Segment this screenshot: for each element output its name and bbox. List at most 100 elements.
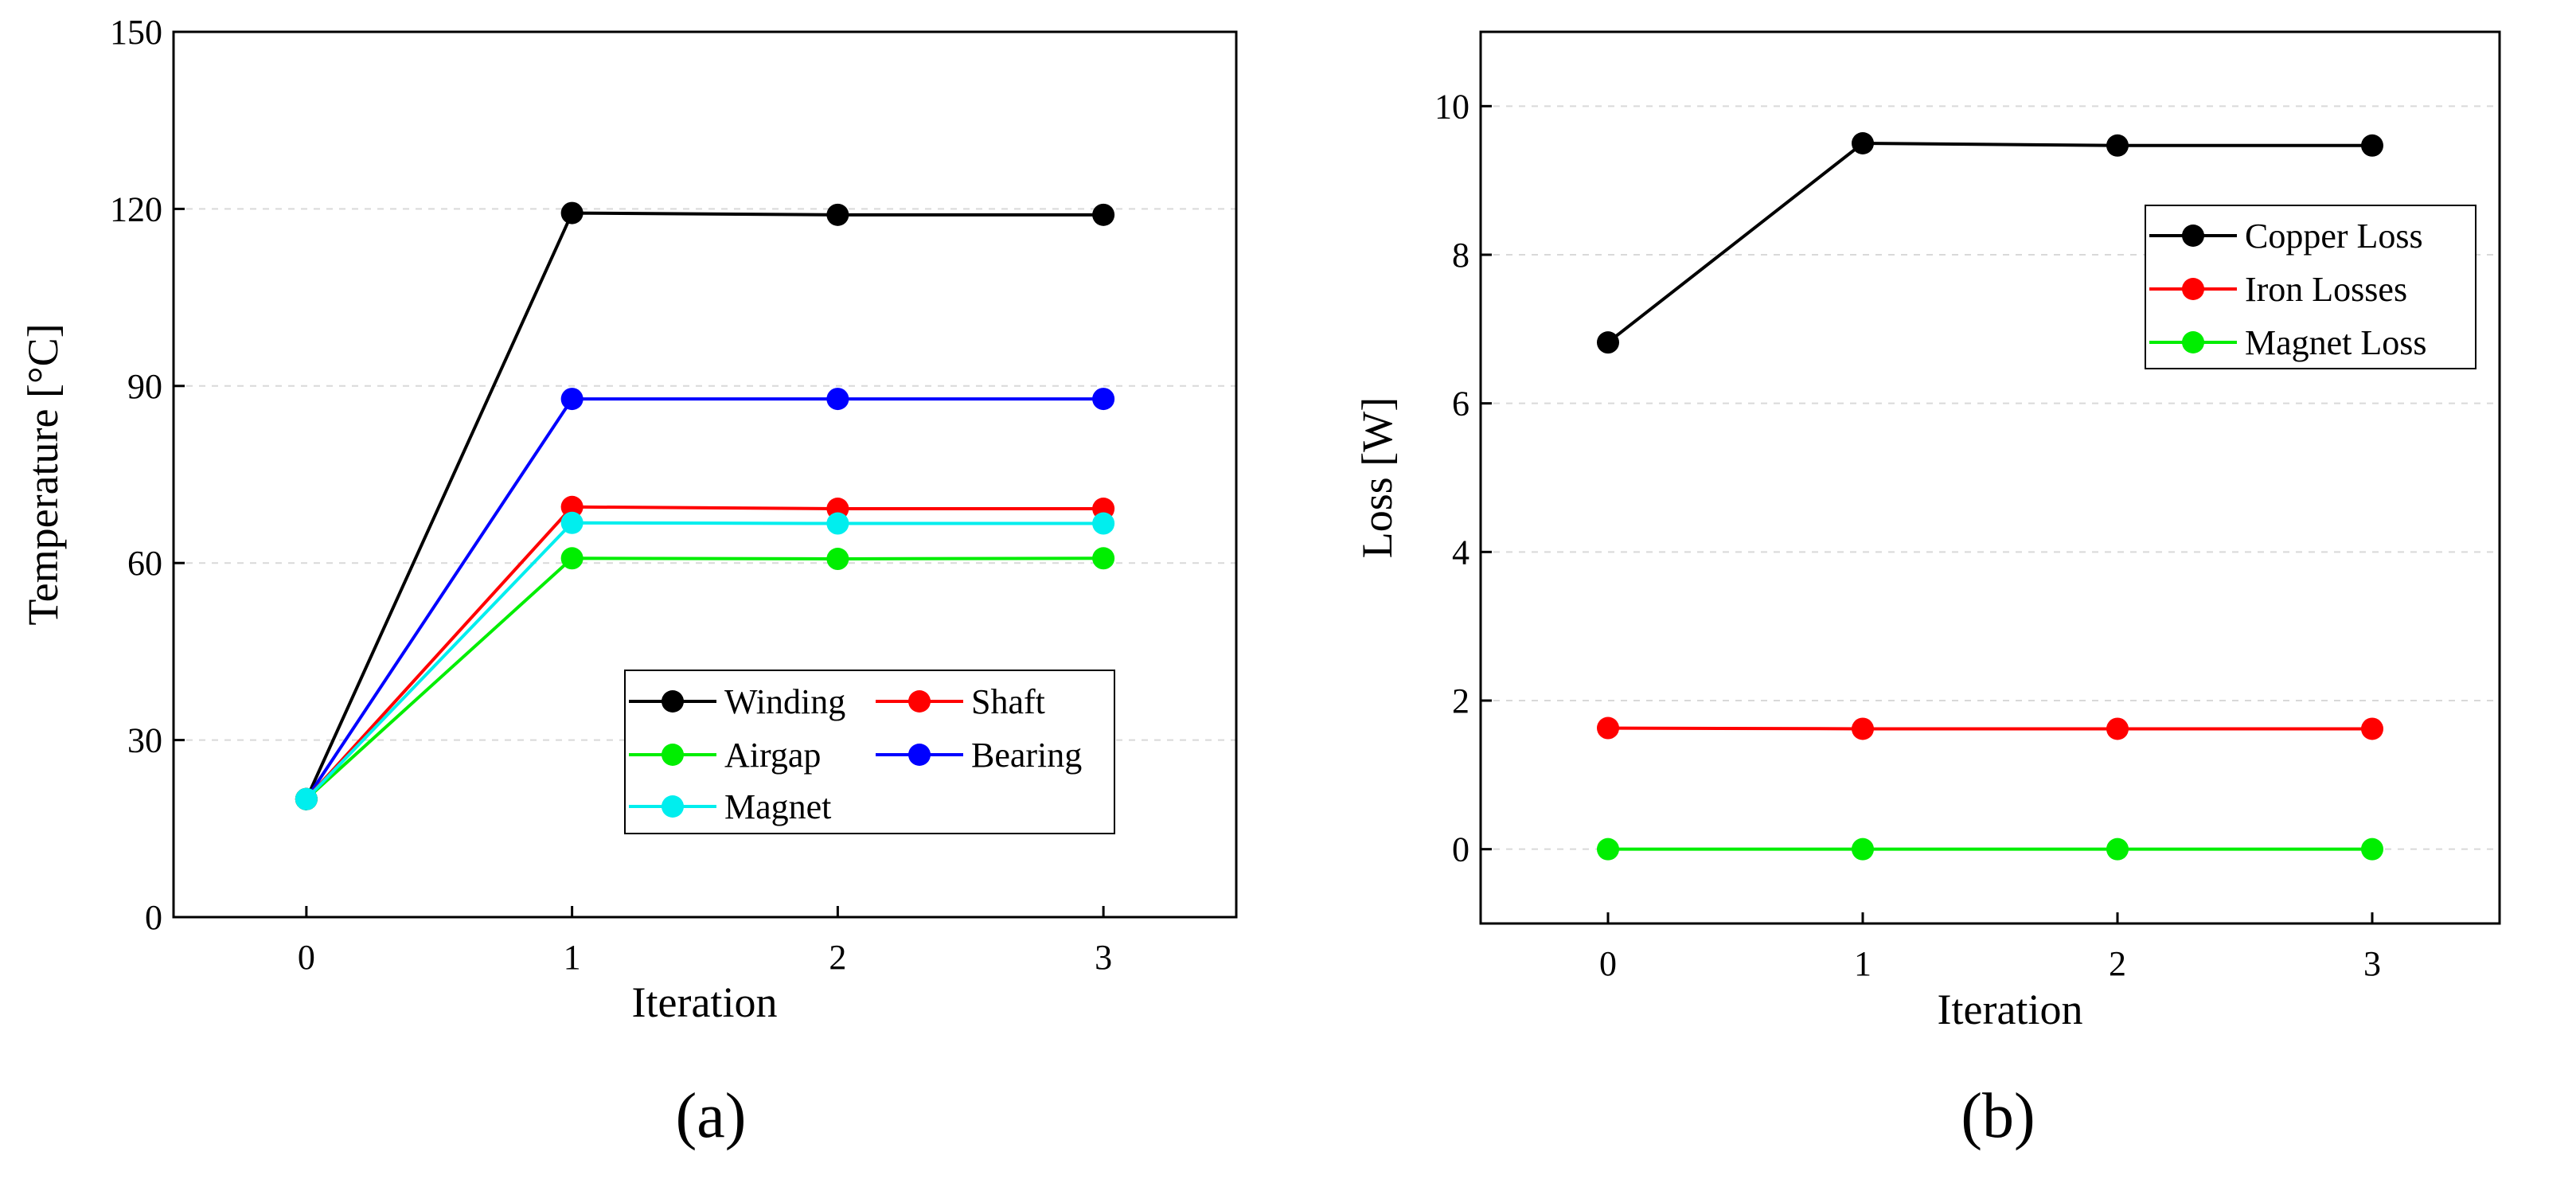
chart-b-series: [1597, 132, 2383, 861]
chart-b-y-tick-label: 8: [1452, 236, 1469, 275]
chart-a-line-airgap: [305, 556, 1104, 801]
chart-b-plot-frame: [1479, 30, 2501, 925]
chart-a-legend: Winding Shaft Airgap Bearing Magnet: [624, 670, 1115, 834]
chart-a-x-tick-label: 1: [564, 938, 581, 977]
chart-a-legend-marker: [662, 744, 684, 766]
chart-b-point-magnet-loss: [1852, 838, 1874, 861]
chart-a-y-tick-label: 0: [145, 898, 162, 937]
chart-b-legend-marker: [2182, 225, 2204, 247]
chart-b-x-tick-label: 0: [1599, 944, 1617, 983]
chart-a-panel-label: (a): [676, 1081, 747, 1151]
chart-b-point-iron-losses: [1852, 717, 1874, 740]
chart-a-legend-item-magnet: Magnet: [629, 787, 831, 826]
chart-a-point-bearing: [826, 388, 849, 411]
chart-a-y-axis: 0 30 60 90 120 150: [110, 13, 185, 937]
chart-b-point-copper-loss: [2106, 134, 2129, 157]
chart-a-point-bearing: [560, 388, 584, 411]
chart-b-x-tick-label: 1: [1854, 944, 1872, 983]
chart-a-line-shaft: [305, 505, 1104, 801]
chart-b-y-axis-title: Loss [W]: [1353, 397, 1401, 558]
chart-a-legend-marker: [908, 690, 931, 713]
chart-b-x-axis-title: Iteration: [1938, 986, 2083, 1033]
chart-a-point-airgap: [826, 548, 849, 571]
chart-a-point-winding: [560, 201, 584, 225]
chart-b-legend-label: Iron Losses: [2245, 270, 2407, 309]
chart-b-point-magnet-loss: [2106, 838, 2129, 861]
chart-b-x-axis: 0 1 2 3: [1599, 912, 2381, 983]
chart-a-line-magnet: [305, 521, 1104, 801]
chart-b-point-iron-losses: [2106, 717, 2129, 740]
chart-a-x-tick-label: 0: [298, 938, 315, 977]
chart-a-x-tick-label: 3: [1095, 938, 1112, 977]
chart-b-legend-label: Magnet Loss: [2245, 323, 2427, 362]
chart-b-legend-item-copper-loss: Copper Loss: [2149, 217, 2423, 256]
chart-b-legend: Copper Loss Iron Losses Magnet Loss: [2145, 205, 2476, 369]
chart-a-legend-marker: [908, 744, 931, 766]
chart-b-point-copper-loss: [2361, 134, 2383, 157]
chart-a-legend-label: Magnet: [724, 787, 831, 826]
chart-b-point-copper-loss: [1852, 132, 1874, 154]
chart-b-point-iron-losses: [2361, 717, 2383, 740]
chart-b-point-magnet-loss: [2361, 838, 2383, 861]
chart-a-legend-item-shaft: Shaft: [876, 682, 1045, 721]
chart-b-legend-item-magnet-loss: Magnet Loss: [2149, 323, 2427, 362]
chart-b-legend-marker: [2182, 278, 2204, 300]
chart-a-grid: [174, 208, 1236, 741]
chart-a-point-shaft: [560, 495, 584, 518]
chart-a-line-bearing: [305, 397, 1104, 800]
chart-b-point-magnet-loss: [1597, 838, 1619, 861]
chart-a-legend-item-bearing: Bearing: [876, 736, 1082, 775]
chart-b-legend-item-iron-losses: Iron Losses: [2149, 270, 2407, 309]
chart-b-legend-label: Copper Loss: [2245, 217, 2423, 256]
chart-b-x-tick-label: 3: [2363, 944, 2381, 983]
chart-a-legend-label: Airgap: [724, 736, 821, 775]
chart-a-legend-label: Bearing: [971, 736, 1082, 775]
chart-b-line-copper-loss: [1606, 141, 2372, 344]
chart-a-point-airgap: [560, 547, 584, 570]
chart-a-x-axis-title: Iteration: [632, 978, 778, 1026]
chart-a-legend-marker: [662, 795, 684, 818]
chart-b-x-tick-label: 2: [2109, 944, 2126, 983]
chart-b-y-tick-label: 10: [1434, 87, 1469, 126]
chart-a-legend-marker: [662, 690, 684, 713]
chart-a-y-tick-label: 60: [127, 544, 162, 583]
chart-a-point-winding: [1092, 203, 1115, 226]
chart-a-legend-item-airgap: Airgap: [629, 736, 821, 775]
chart-a-y-tick-label: 30: [127, 721, 162, 760]
chart-b-point-iron-losses: [1597, 716, 1619, 740]
chart-a-point-magnet: [1092, 512, 1115, 535]
chart-a-legend-item-winding: Winding: [629, 682, 845, 721]
chart-a-plot-frame: [172, 30, 1238, 919]
chart-a-y-tick-label: 150: [110, 13, 162, 52]
chart-a-point-winding: [826, 203, 849, 226]
chart-a-line-winding: [305, 211, 1104, 800]
chart-a-point-magnet: [295, 787, 318, 810]
chart-b-y-tick-label: 4: [1452, 533, 1469, 572]
chart-b-series-iron-losses: [1597, 716, 2383, 740]
chart-b-y-axis: 0 2 4 6 8 10: [1434, 87, 1492, 869]
chart-a-y-axis-title: Temperature [°C]: [19, 323, 67, 625]
chart-a-point-bearing: [1092, 388, 1115, 411]
chart-b-line-iron-losses: [1607, 726, 2372, 731]
chart-b-y-tick-label: 0: [1452, 830, 1469, 869]
chart-a-y-tick-label: 120: [110, 189, 162, 228]
chart-a-x-tick-label: 2: [829, 938, 846, 977]
chart-b-loss: 0 2 4 6 8 10 0 1 2 3 Copper Loss Iron Losses Magne…: [1353, 30, 2501, 1151]
chart-b-series-magnet-loss: [1597, 838, 2383, 861]
chart-a-point-magnet: [560, 511, 584, 534]
chart-a-legend-label: Winding: [724, 682, 845, 721]
chart-b-y-tick-label: 2: [1452, 681, 1469, 720]
chart-a-series: [295, 201, 1115, 810]
chart-a-x-axis: 0 1 2 3: [298, 906, 1112, 977]
chart-b-legend-marker: [2182, 331, 2204, 353]
chart-b-series-copper-loss: [1597, 132, 2383, 354]
chart-b-point-copper-loss: [1597, 331, 1619, 354]
chart-b-panel-label: (b): [1961, 1081, 2035, 1151]
chart-a-legend-label: Shaft: [971, 682, 1045, 721]
chart-a-point-magnet: [826, 512, 849, 535]
chart-a-series-magnet: [295, 511, 1115, 810]
chart-b-y-tick-label: 6: [1452, 385, 1469, 424]
chart-a-temperature: 0 30 60 90 120 150 0 1 2 3 Winding Shaft Airgap Bea…: [19, 13, 1238, 1151]
